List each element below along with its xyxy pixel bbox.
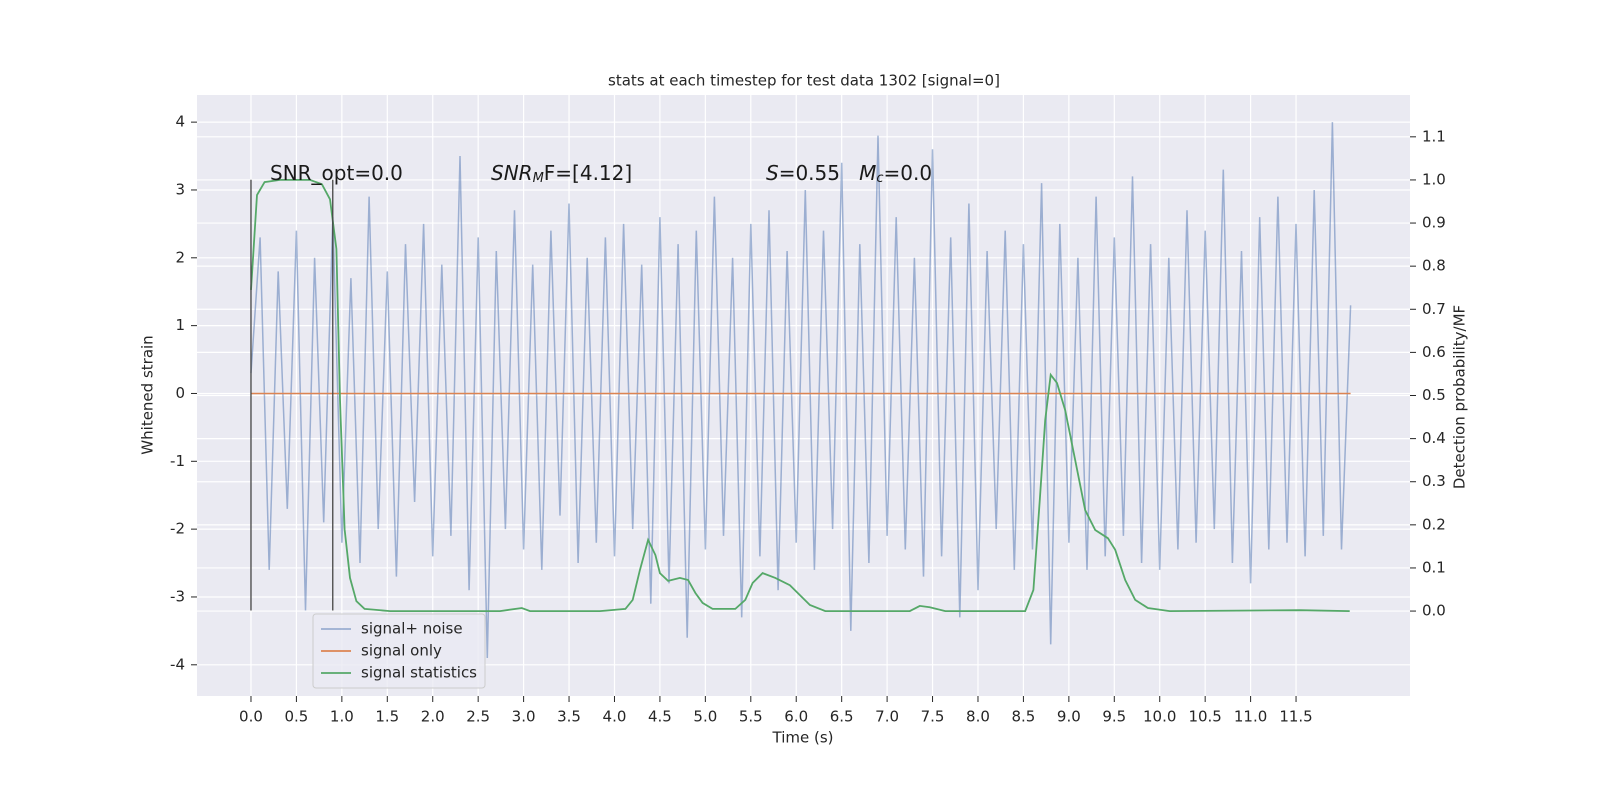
y2-tick-label: 0.7 bbox=[1422, 300, 1446, 318]
annotation: SNRMF=[4.12] bbox=[491, 161, 632, 186]
x-tick-label: 1.0 bbox=[330, 708, 354, 726]
y2-tick-label: 1.1 bbox=[1422, 127, 1446, 145]
x-tick-label: 11.0 bbox=[1234, 708, 1267, 726]
annotation-text: =0.0 bbox=[884, 161, 933, 185]
x-tick-label: 3.5 bbox=[557, 708, 581, 726]
y-tick-label: 4 bbox=[175, 113, 185, 131]
series-line bbox=[250, 179, 1350, 613]
y-tick-label: -2 bbox=[170, 520, 185, 538]
y2-tick-label: 0.0 bbox=[1422, 602, 1446, 620]
x-tick-label: 7.5 bbox=[921, 708, 945, 726]
x-tick-label: 8.0 bbox=[966, 708, 990, 726]
legend-box bbox=[312, 613, 486, 689]
y2-tick-label: 0.6 bbox=[1422, 343, 1446, 361]
y-tick-label: 2 bbox=[175, 248, 185, 266]
chart-title: stats at each timestep for test data 130… bbox=[608, 72, 1000, 90]
legend-label: signal only bbox=[361, 642, 442, 660]
y2-tick-label: 0.4 bbox=[1422, 429, 1446, 447]
annotation-text: SNR bbox=[491, 161, 533, 185]
x-axis-label: Time (s) bbox=[772, 729, 834, 747]
x-tick-label: 10.0 bbox=[1143, 708, 1176, 726]
y-tick-label: 1 bbox=[175, 316, 185, 334]
y-axis-label: Whitened strain bbox=[139, 335, 157, 454]
annotation: S=0.55 Mc=0.0 bbox=[766, 161, 932, 186]
y-tick-label: 3 bbox=[175, 180, 185, 198]
legend: signal+ noise signal only signal statistic… bbox=[312, 613, 486, 689]
series-line bbox=[250, 122, 1352, 659]
annotation-subscript: c bbox=[876, 171, 883, 186]
x-tick-label: 5.5 bbox=[739, 708, 763, 726]
x-tick-label: 2.0 bbox=[421, 708, 445, 726]
x-tick-label: 9.5 bbox=[1102, 708, 1126, 726]
y-tick-label: -1 bbox=[170, 452, 185, 470]
y-tick-label: 0 bbox=[175, 384, 185, 402]
annotation-text: F=[4.12] bbox=[544, 161, 632, 185]
annotation-subscript: M bbox=[533, 171, 544, 186]
x-tick-label: 11.5 bbox=[1279, 708, 1312, 726]
x-tick-label: 8.5 bbox=[1011, 708, 1035, 726]
legend-label: signal statistics bbox=[361, 664, 477, 682]
y2-tick-label: 0.2 bbox=[1422, 515, 1446, 533]
annotation-text: SNR_opt=0.0 bbox=[270, 161, 403, 185]
x-tick-label: 0.5 bbox=[284, 708, 308, 726]
x-tick-label: 6.5 bbox=[830, 708, 854, 726]
annotation-text: S bbox=[766, 161, 779, 185]
legend-label: signal+ noise bbox=[361, 620, 463, 638]
y2-tick-label: 0.8 bbox=[1422, 257, 1446, 275]
y2-axis-label: Detection probability/MF bbox=[1451, 305, 1469, 489]
y2-tick-label: 0.1 bbox=[1422, 558, 1446, 576]
annotation: SNR_opt=0.0 bbox=[270, 161, 403, 185]
x-tick-label: 10.5 bbox=[1188, 708, 1221, 726]
x-tick-label: 2.5 bbox=[466, 708, 490, 726]
annotation-text: M bbox=[859, 161, 876, 185]
y-tick-label: -3 bbox=[170, 587, 185, 605]
x-tick-label: 3.0 bbox=[512, 708, 536, 726]
annotation-text: =0.55 bbox=[779, 161, 859, 185]
x-tick-label: 4.5 bbox=[648, 708, 672, 726]
x-tick-label: 5.0 bbox=[693, 708, 717, 726]
x-tick-label: 7.0 bbox=[875, 708, 899, 726]
x-tick-label: 9.0 bbox=[1057, 708, 1081, 726]
x-tick-label: 1.5 bbox=[375, 708, 399, 726]
y2-tick-label: 0.3 bbox=[1422, 472, 1446, 490]
y-tick-label: -4 bbox=[170, 655, 185, 673]
x-tick-label: 4.0 bbox=[603, 708, 627, 726]
y2-tick-label: 1.0 bbox=[1422, 170, 1446, 188]
y2-tick-label: 0.9 bbox=[1422, 214, 1446, 232]
x-tick-label: 0.0 bbox=[239, 708, 263, 726]
y2-tick-label: 0.5 bbox=[1422, 386, 1446, 404]
x-tick-label: 6.0 bbox=[784, 708, 808, 726]
